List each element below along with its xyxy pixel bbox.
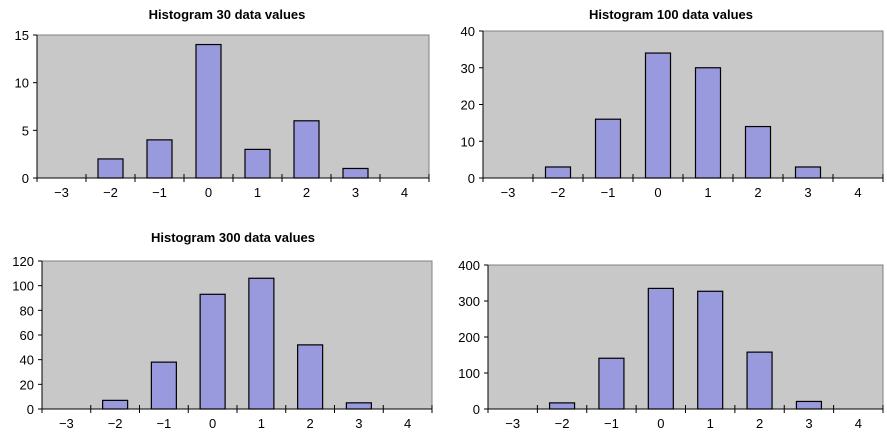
y-tick-label: 300 [458, 294, 480, 309]
y-tick-label: 40 [20, 353, 34, 368]
y-tick-label: 0 [22, 171, 29, 186]
bar-2 [293, 120, 320, 179]
x-tick-label: −1 [604, 416, 619, 431]
plot-area [36, 34, 430, 179]
x-tick-label: 3 [352, 185, 359, 200]
x-tick-label: 4 [855, 416, 862, 431]
chart-title: Histogram 100 data values [589, 7, 753, 22]
bar-0 [199, 293, 226, 410]
x-tick-label: 4 [404, 416, 411, 431]
y-tick-label: 100 [12, 279, 34, 294]
x-tick-label: 4 [854, 185, 861, 200]
chart-panel-1: Histogram 30 data values 0 5 10 15 −3 −2 −1 0 1 2 3… [15, 7, 430, 200]
x-tick-label: −2 [108, 416, 123, 431]
x-tick-label: 1 [254, 185, 261, 200]
y-tick-label: 40 [461, 24, 475, 39]
bar-3 [345, 402, 372, 410]
bar-2 [297, 344, 324, 410]
y-tick-label: 10 [15, 76, 29, 91]
y-tick-label: 0 [473, 402, 480, 417]
bar-0 [644, 52, 672, 179]
x-tick-label: −1 [156, 416, 171, 431]
x-tick-label: −1 [601, 185, 616, 200]
x-tick-label: 3 [805, 416, 812, 431]
y-tick-label: 0 [468, 171, 475, 186]
y-tick-label: 60 [20, 328, 34, 343]
bar-2 [746, 351, 773, 410]
x-tick-label: −2 [103, 185, 118, 200]
bar-2 [744, 125, 772, 179]
bar--1 [594, 118, 622, 179]
y-tick-label: 5 [22, 123, 29, 138]
x-tick-label: 1 [707, 416, 714, 431]
bar-1 [244, 148, 271, 179]
x-tick-label: −3 [54, 185, 69, 200]
x-tick-label: 0 [654, 185, 661, 200]
x-tick-label: 0 [657, 416, 664, 431]
bar--2 [102, 399, 129, 410]
bar-1 [697, 290, 724, 410]
y-tick-label: 15 [15, 28, 29, 43]
chart-panel-3: Histogram 300 data values020406080100120… [12, 230, 433, 431]
bar--1 [146, 139, 173, 179]
bar--2 [97, 158, 124, 179]
chart-panel-4: Histogram 1000 data values0100200300400−… [458, 258, 884, 431]
x-tick-label: 0 [209, 416, 216, 431]
x-tick-label: 2 [754, 185, 761, 200]
x-tick-label: −3 [505, 416, 520, 431]
y-tick-label: 20 [20, 377, 34, 392]
bar-1 [694, 67, 722, 179]
plot-area [487, 264, 884, 410]
chart-title: Histogram 30 data values [149, 7, 306, 22]
x-tick-label: 2 [756, 416, 763, 431]
bar--1 [598, 357, 625, 410]
x-tick-label: 2 [307, 416, 314, 431]
bar-0 [647, 287, 674, 410]
bar--2 [548, 402, 576, 410]
x-tick-label: 1 [258, 416, 265, 431]
x-tick-label: −2 [551, 185, 566, 200]
x-tick-label: 0 [205, 185, 212, 200]
y-tick-label: 20 [461, 98, 475, 113]
y-tick-label: 120 [12, 254, 34, 269]
plot-area [41, 260, 433, 410]
x-tick-label: 3 [355, 416, 362, 431]
x-tick-label: 1 [704, 185, 711, 200]
bar--2 [544, 166, 572, 179]
y-tick-label: 80 [20, 303, 34, 318]
plot-area [482, 30, 884, 179]
bar-3 [342, 167, 369, 179]
x-tick-label: −3 [59, 416, 74, 431]
x-tick-label: 4 [401, 185, 408, 200]
y-tick-label: 100 [458, 366, 480, 381]
bar-1 [248, 277, 275, 410]
x-tick-label: 3 [804, 185, 811, 200]
y-tick-label: 10 [461, 134, 475, 149]
y-tick-label: 200 [458, 330, 480, 345]
x-tick-label: −3 [501, 185, 516, 200]
bar-0 [195, 43, 222, 179]
bar--1 [150, 361, 177, 410]
y-tick-label: 400 [458, 258, 480, 273]
bar-3 [795, 400, 823, 410]
x-tick-label: 2 [303, 185, 310, 200]
y-tick-label: 0 [27, 402, 34, 417]
chart-title: Histogram 300 data values [151, 230, 315, 245]
x-tick-label: −2 [555, 416, 570, 431]
x-tick-label: −1 [152, 185, 167, 200]
bar-3 [794, 166, 822, 179]
y-tick-label: 30 [461, 61, 475, 76]
